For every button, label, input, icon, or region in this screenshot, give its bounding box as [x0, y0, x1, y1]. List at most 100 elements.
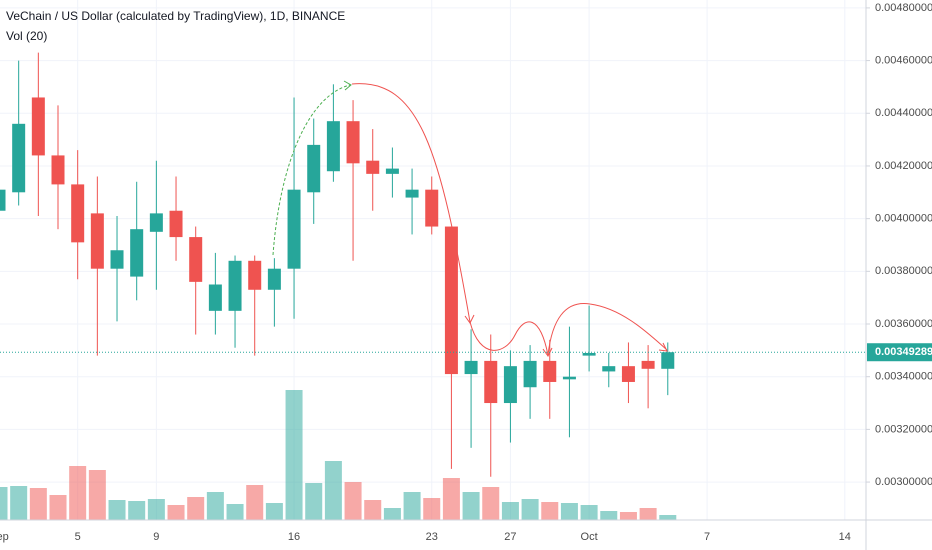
y-tick-label: 0.00400000 [875, 213, 932, 225]
volume-bar [324, 461, 342, 520]
y-tick-label: 0.00360000 [875, 318, 932, 330]
volume-bar [167, 505, 185, 520]
volume-label: Vol (20) [6, 29, 47, 43]
volume-bar [541, 502, 559, 520]
candle-body [110, 250, 124, 269]
x-tick-label: 27 [504, 531, 516, 543]
candle-body [248, 260, 262, 290]
price-label-box [867, 343, 932, 362]
candle-body [228, 260, 242, 311]
arrow-head [343, 80, 352, 91]
candle-body [405, 189, 419, 198]
volume-bar [108, 500, 126, 520]
x-tick-label: 5 [75, 531, 81, 543]
volume-bar [659, 515, 677, 520]
y-tick-label: 0.00420000 [875, 160, 932, 172]
red-curve [547, 303, 668, 356]
candle-body [90, 213, 104, 269]
volume-bar [265, 503, 283, 520]
red-curve [351, 83, 471, 323]
volume-bar [226, 504, 244, 520]
candle-body [0, 189, 6, 211]
red-curve [469, 321, 549, 356]
candle-body [189, 237, 203, 282]
y-tick-label: 0.00460000 [875, 54, 932, 66]
x-tick-label: Oct [581, 531, 598, 543]
candle-body [326, 121, 340, 172]
volume-bar [403, 492, 421, 520]
x-tick-label: 16 [288, 531, 300, 543]
grid [0, 0, 866, 520]
candle-body [602, 366, 616, 372]
price-label: 0.00349289 [875, 346, 932, 358]
volume-bar [285, 390, 303, 520]
volume-bar [364, 500, 382, 520]
candle-body [562, 376, 576, 380]
arrow-head [658, 342, 668, 352]
candle-body [503, 366, 517, 404]
volume-bar [305, 483, 323, 520]
candle-body [641, 360, 655, 369]
candle-body [346, 121, 360, 164]
candle-body [444, 226, 458, 375]
candle-body [523, 360, 537, 388]
volume-bar [482, 487, 500, 520]
candle-body [484, 360, 498, 404]
x-tick-label: 23 [426, 531, 438, 543]
candle-body [169, 210, 183, 238]
green-curve [272, 84, 351, 256]
candle-body [149, 213, 163, 232]
candle-body [582, 352, 596, 356]
volume-bar [0, 487, 8, 520]
volume-bar [246, 485, 264, 520]
y-tick-label: 0.00380000 [875, 265, 932, 277]
x-tick-label: 14 [839, 531, 851, 543]
y-tick-label: 0.00480000 [875, 2, 932, 14]
annotations [272, 80, 668, 357]
volume-bar [344, 482, 362, 520]
volume-bar [147, 499, 165, 520]
volume-bar [442, 478, 460, 520]
y-tick-label: 0.00440000 [875, 107, 932, 119]
candle-body [71, 184, 85, 243]
candle-body [51, 155, 65, 185]
candle-body [287, 189, 301, 269]
volume-bar [128, 501, 146, 520]
chart-title: VeChain / US Dollar (calculated by Tradi… [6, 9, 345, 23]
candle-body [208, 284, 222, 311]
candle-body [130, 229, 144, 277]
volume-bar [49, 495, 67, 520]
candle-body [621, 366, 635, 382]
x-tick-label: 7 [704, 531, 710, 543]
y-tick-label: 0.00340000 [875, 371, 932, 383]
candle-body [31, 97, 45, 156]
volume-bar [639, 508, 657, 520]
volume-bar [560, 503, 578, 520]
volume-bar [29, 488, 47, 520]
volume-bar [383, 508, 401, 520]
volume-bar [521, 499, 539, 520]
volume-bar [580, 505, 598, 520]
candle-body [425, 189, 439, 227]
x-tick-label: 9 [153, 531, 159, 543]
volume-bar [10, 486, 28, 520]
candle-body [307, 144, 321, 193]
volume-bar [88, 470, 106, 520]
volume-bar [187, 497, 205, 520]
candle-body [464, 360, 478, 375]
volume-bar [423, 498, 441, 520]
volume-bar [501, 502, 519, 520]
candle-body [366, 160, 380, 174]
candles [0, 52, 675, 477]
candle-body [543, 360, 557, 382]
volume-pane [0, 390, 677, 520]
candle-body [661, 352, 675, 369]
arrow-head [542, 347, 553, 357]
y-tick-label: 0.00320000 [875, 423, 932, 435]
x-tick-label: Sep [0, 531, 9, 543]
volume-bar [69, 466, 87, 520]
candle-body [267, 268, 281, 290]
